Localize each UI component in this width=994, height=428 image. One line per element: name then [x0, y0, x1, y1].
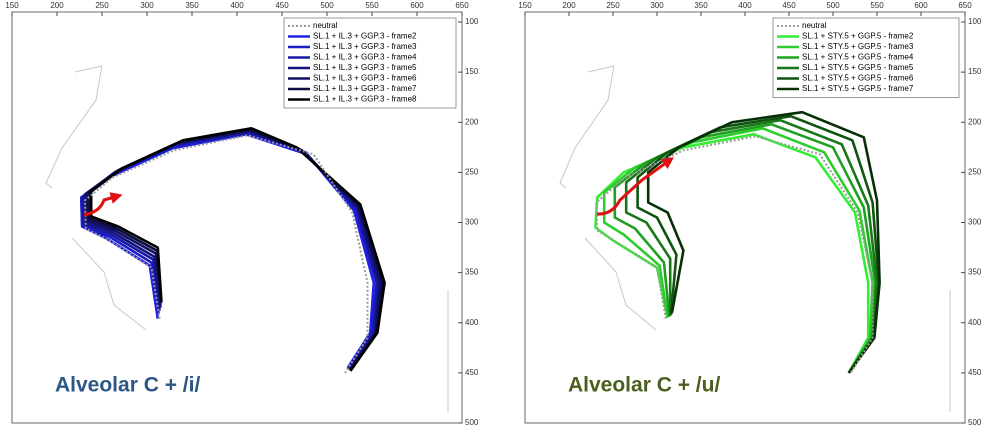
legend-label: SL.1 + IL.3 + GGP.3 - frame2: [313, 32, 417, 41]
x-tick-label: 450: [782, 1, 796, 10]
y-tick-label: 250: [968, 167, 982, 176]
x-tick-label: 300: [650, 1, 664, 10]
x-tick-label: 500: [320, 1, 334, 10]
legend-label: neutral: [313, 21, 338, 30]
annotation: Alveolar C + /i/: [55, 374, 200, 397]
legend-label: SL.1 + STY.5 + GGP.5 - frame5: [802, 63, 914, 72]
x-tick-label: 500: [826, 1, 840, 10]
x-tick-label: 150: [518, 1, 532, 10]
annotation: Alveolar C + /u/: [568, 374, 720, 397]
legend-label: SL.1 + IL.3 + GGP.3 - frame6: [313, 74, 417, 83]
legend-label: SL.1 + IL.3 + GGP.3 - frame3: [313, 42, 417, 51]
x-tick-label: 400: [230, 1, 244, 10]
palate-outline: [46, 66, 102, 188]
x-tick-label: 600: [410, 1, 424, 10]
x-tick-label: 200: [562, 1, 576, 10]
legend-label: SL.1 + STY.5 + GGP.5 - frame2: [802, 32, 914, 41]
contour-line: [615, 124, 875, 373]
x-tick-label: 350: [185, 1, 199, 10]
y-tick-label: 300: [968, 218, 982, 227]
legend-label: SL.1 + STY.5 + GGP.5 - frame3: [802, 42, 914, 51]
y-tick-label: 400: [465, 318, 479, 327]
x-tick-label: 250: [95, 1, 109, 10]
palate-outline: [560, 66, 614, 188]
y-tick-label: 150: [968, 67, 982, 76]
x-tick-label: 550: [870, 1, 884, 10]
x-tick-label: 350: [694, 1, 708, 10]
y-tick-label: 500: [465, 418, 479, 427]
x-tick-label: 650: [958, 1, 972, 10]
contour-line: [85, 135, 368, 373]
legend-label: SL.1 + STY.5 + GGP.5 - frame4: [802, 53, 914, 62]
y-tick-label: 150: [465, 67, 479, 76]
x-tick-label: 250: [606, 1, 620, 10]
legend-label: SL.1 + STY.5 + GGP.5 - frame6: [802, 74, 914, 83]
y-tick-label: 400: [968, 318, 982, 327]
legend-label: neutral: [802, 21, 827, 30]
y-tick-label: 300: [465, 218, 479, 227]
x-tick-label: 200: [50, 1, 64, 10]
legend-label: SL.1 + IL.3 + GGP.3 - frame4: [313, 53, 417, 62]
y-tick-label: 200: [465, 117, 479, 126]
x-tick-label: 450: [275, 1, 289, 10]
legend-label: SL.1 + STY.5 + GGP.5 - frame7: [802, 84, 914, 93]
x-tick-label: 550: [365, 1, 379, 10]
y-tick-label: 350: [465, 268, 479, 277]
x-tick-label: 600: [914, 1, 928, 10]
x-tick-label: 400: [738, 1, 752, 10]
y-tick-label: 100: [968, 17, 982, 26]
y-tick-label: 450: [968, 368, 982, 377]
x-tick-label: 650: [455, 1, 469, 10]
y-tick-label: 100: [465, 17, 479, 26]
y-tick-label: 350: [968, 268, 982, 277]
legend-label: SL.1 + IL.3 + GGP.3 - frame7: [313, 84, 417, 93]
y-tick-label: 250: [465, 167, 479, 176]
legend-label: SL.1 + IL.3 + GGP.3 - frame5: [313, 63, 417, 72]
y-tick-label: 200: [968, 117, 982, 126]
figure: 150 200 250 300 350 400 450 500 550 600 650 100 150 2…: [0, 0, 994, 428]
x-tick-label: 300: [140, 1, 154, 10]
y-tick-label: 500: [968, 418, 982, 427]
legend-label: SL.1 + IL.3 + GGP.3 - frame8: [313, 95, 417, 104]
y-tick-label: 450: [465, 368, 479, 377]
contour-line: [638, 116, 879, 373]
x-tick-label: 150: [5, 1, 19, 10]
